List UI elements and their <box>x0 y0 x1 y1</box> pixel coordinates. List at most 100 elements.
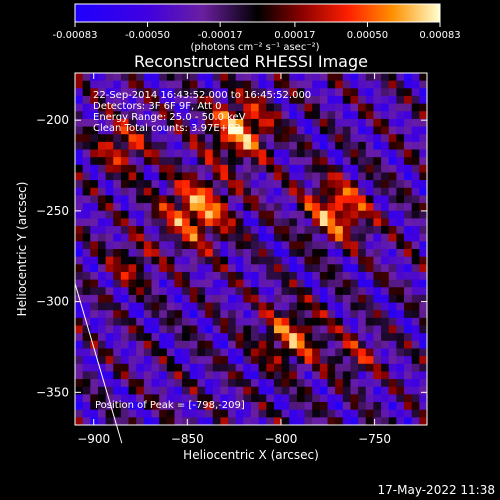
heatmap-cell <box>251 203 260 212</box>
heatmap-cell <box>312 241 321 250</box>
heatmap-cell <box>411 233 420 242</box>
heatmap-cell <box>97 325 107 334</box>
heatmap-cell <box>189 279 198 288</box>
heatmap-cell <box>120 95 129 105</box>
heatmap-cell <box>335 226 344 235</box>
heatmap-cell <box>304 118 313 127</box>
heatmap-cell <box>159 149 168 158</box>
heatmap-cell <box>136 363 145 372</box>
heatmap-cell <box>113 317 122 326</box>
heatmap-cell <box>90 417 99 425</box>
heatmap-cell <box>105 88 114 97</box>
colorbar-tick-label: 0.00050 <box>347 30 388 41</box>
heatmap-cell <box>174 149 183 158</box>
heatmap-cell <box>235 103 244 112</box>
heatmap-cell <box>243 340 252 349</box>
heatmap-cell <box>281 164 290 173</box>
heatmap-cell <box>166 141 175 150</box>
heatmap-cell <box>82 80 91 89</box>
heatmap-cell <box>82 402 91 411</box>
heatmap-cell <box>296 379 305 388</box>
heatmap-cell <box>166 356 175 365</box>
heatmap-cell <box>404 95 413 105</box>
heatmap-cell <box>120 187 129 196</box>
heatmap-cell <box>327 134 336 143</box>
heatmap-cell <box>258 95 267 105</box>
heatmap-cell <box>273 333 283 342</box>
heatmap-cell <box>327 386 336 395</box>
heatmap-cell <box>373 226 382 235</box>
heatmap-cell <box>411 264 420 273</box>
heatmap-cell <box>296 73 305 82</box>
heatmap-cell <box>381 325 390 334</box>
heatmap-cell <box>312 310 321 319</box>
heatmap-cell <box>182 73 191 82</box>
heatmap-cell <box>113 164 122 173</box>
heatmap-cell <box>388 256 397 265</box>
heatmap-cell <box>388 88 397 97</box>
heatmap-cell <box>182 363 191 372</box>
heatmap-cell <box>411 164 420 173</box>
heatmap-cell <box>90 164 99 173</box>
heatmap-cell <box>228 210 237 219</box>
heatmap-cell <box>335 134 344 143</box>
heatmap-cell <box>136 134 145 143</box>
heatmap-cell <box>319 80 328 89</box>
heatmap-cell <box>266 325 275 334</box>
heatmap-cell <box>105 317 114 326</box>
heatmap-cell <box>182 340 191 349</box>
heatmap-cell <box>166 417 175 425</box>
annotation-energy-range: Energy Range: 25.0 - 50.0 keV <box>93 112 246 123</box>
colorbar <box>74 3 441 23</box>
heatmap-cell <box>220 141 229 150</box>
heatmap-cell <box>342 417 351 425</box>
heatmap-cell <box>404 149 413 158</box>
heatmap-cell <box>358 386 367 395</box>
heatmap-cell <box>266 302 275 311</box>
heatmap-cell <box>388 210 397 219</box>
annotation-detectors: Detectors: 3F 6F 9F, Att 0 <box>93 101 221 112</box>
heatmap-cell <box>281 340 290 349</box>
heatmap-cell <box>143 363 152 372</box>
heatmap-cell <box>113 325 122 334</box>
heatmap-cell <box>411 80 420 89</box>
heatmap-cell <box>358 249 367 258</box>
heatmap-cell <box>381 187 390 196</box>
heatmap-cell <box>228 302 237 311</box>
heatmap-cell <box>365 256 374 265</box>
heatmap-cell <box>128 95 137 105</box>
heatmap-cell <box>266 264 275 273</box>
heatmap-cell <box>365 187 374 196</box>
heatmap-cell <box>335 394 344 403</box>
heatmap-cell <box>159 348 168 357</box>
heatmap-cell <box>75 195 84 204</box>
heatmap-cell <box>97 379 107 388</box>
heatmap-cell <box>342 340 351 349</box>
heatmap-cell <box>189 317 198 326</box>
heatmap-cell <box>159 195 168 204</box>
heatmap-cell <box>273 103 283 112</box>
heatmap-cell <box>243 118 252 127</box>
heatmap-cell <box>335 80 344 89</box>
heatmap-cell <box>381 409 390 418</box>
heatmap-cell <box>289 187 298 196</box>
heatmap-cell <box>296 310 305 319</box>
heatmap-cell <box>404 371 413 380</box>
heatmap-cell <box>75 126 84 135</box>
heatmap-cell <box>97 111 107 120</box>
heatmap-cell <box>205 333 214 342</box>
heatmap-cell <box>419 233 427 242</box>
heatmap-cell <box>82 210 91 219</box>
heatmap-cell <box>159 356 168 365</box>
heatmap-cell <box>251 409 260 418</box>
heatmap-cell <box>296 180 305 189</box>
heatmap-cell <box>174 210 183 219</box>
heatmap-cell <box>205 325 214 334</box>
heatmap-cell <box>350 180 359 189</box>
heatmap-cell <box>335 371 344 380</box>
heatmap-cell <box>251 363 260 372</box>
heatmap-cell <box>205 363 214 372</box>
heatmap-cell <box>419 149 427 158</box>
heatmap-cell <box>258 325 267 334</box>
heatmap-cell <box>342 363 351 372</box>
